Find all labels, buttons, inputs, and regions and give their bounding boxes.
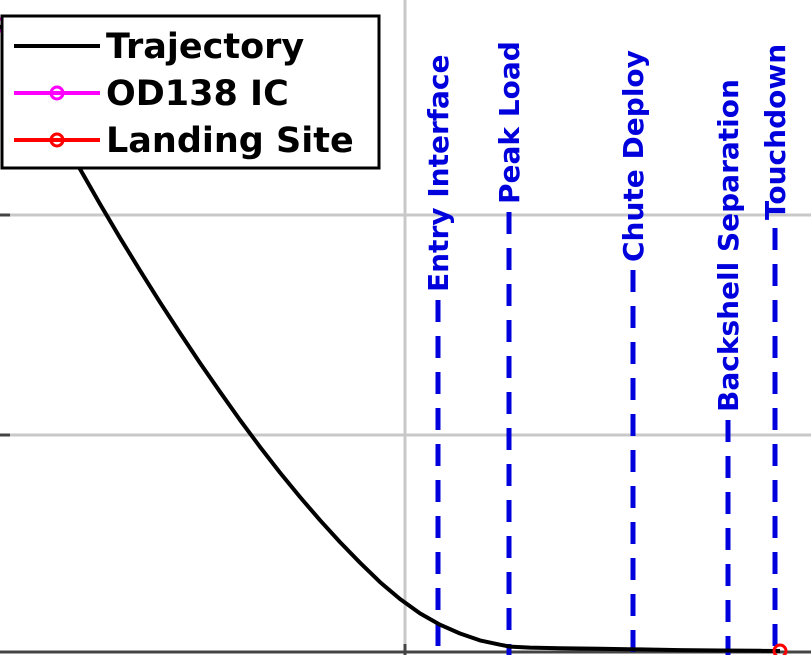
legend: Trajectory OD138 IC Landing Site bbox=[0, 14, 381, 170]
legend-marker-landing-site bbox=[49, 132, 65, 148]
event-label-chute-deploy: Chute Deploy bbox=[617, 50, 650, 262]
event-label-peak-load: Peak Load bbox=[493, 41, 526, 204]
event-label-backshell-separation: Backshell Separation bbox=[712, 79, 745, 412]
series-point-landing-site bbox=[772, 643, 788, 655]
event-label-touchdown: Touchdown bbox=[759, 44, 792, 220]
legend-label-trajectory: Trajectory bbox=[106, 27, 304, 67]
event-label-entry-interface: Entry Interface bbox=[422, 55, 455, 292]
legend-marker-od138-ic bbox=[49, 85, 65, 101]
legend-label-od138-ic: OD138 IC bbox=[106, 74, 289, 114]
series-line-trajectory bbox=[0, 23, 781, 653]
legend-label-landing-site: Landing Site bbox=[106, 121, 354, 161]
event-markers: Entry Interface Peak Load Chute Deploy Back… bbox=[422, 41, 792, 655]
